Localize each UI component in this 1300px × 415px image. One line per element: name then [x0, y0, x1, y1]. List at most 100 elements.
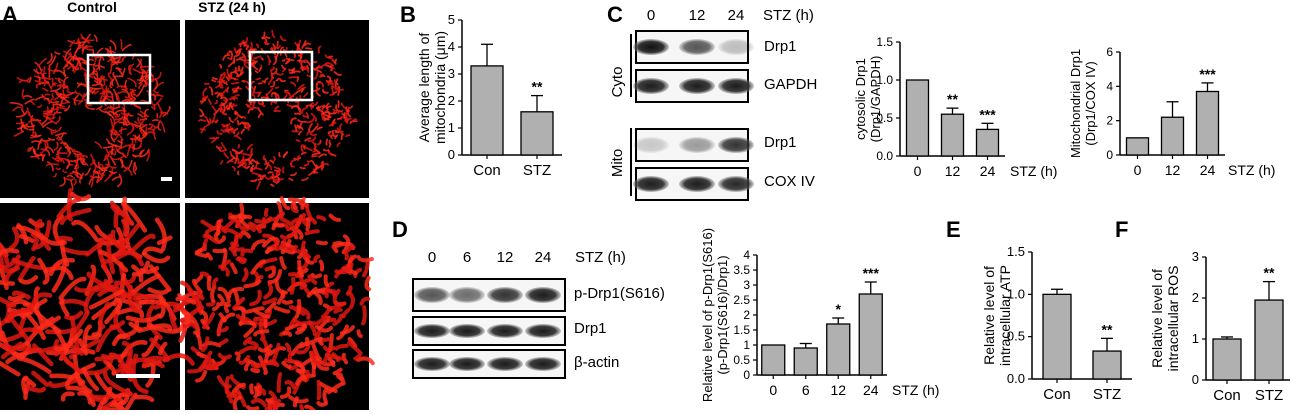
- mitochondrion: [215, 93, 218, 94]
- bar: [1213, 339, 1241, 380]
- scale-bar-zoom: [116, 374, 160, 378]
- x-tick-label: 12: [945, 163, 961, 179]
- y-tick-label: 3: [1192, 249, 1199, 264]
- blot-band: [718, 176, 754, 192]
- y-tick-label: 1: [743, 338, 750, 352]
- blots-d: D 0 6 12 24 STZ (h) p-Drp1(S616) Drp1 β-…: [392, 217, 665, 378]
- mitochondrion: [301, 406, 302, 410]
- blot-band: [679, 78, 715, 94]
- mitochondrion: [284, 302, 291, 303]
- mitochondrion: [306, 48, 311, 49]
- mitochondrion: [255, 388, 256, 397]
- significance-marker: ***: [1199, 66, 1216, 82]
- mitochondrion: [318, 242, 326, 243]
- panel-letter-c: C: [607, 2, 623, 27]
- mitochondrion: [300, 168, 305, 169]
- mitochondrion: [315, 172, 318, 173]
- mitochondrion: [238, 121, 239, 125]
- bar: [827, 324, 850, 375]
- mitochondrion: [41, 140, 50, 141]
- y-tick-label: 1: [448, 120, 455, 135]
- y-tick-label: 4: [743, 248, 750, 262]
- mitochondrion: [284, 333, 290, 335]
- mitochondrion: [153, 120, 158, 121]
- lane-label: 12: [689, 7, 706, 24]
- blot-band: [718, 78, 754, 94]
- mitochondrion: [238, 171, 239, 174]
- mitochondrion: [283, 168, 284, 173]
- y-tick-label: 3: [448, 66, 455, 81]
- mitochondrion: [123, 221, 125, 233]
- mitochondrion: [267, 400, 272, 402]
- mitochondrion: [209, 353, 211, 362]
- x-axis-unit-label: STZ (h): [892, 382, 939, 398]
- mitochondrion: [294, 202, 296, 208]
- mitochondrion: [269, 172, 272, 173]
- mitochondrion: [274, 157, 275, 161]
- mitochondrion: [329, 56, 333, 57]
- y-tick-label: 0.5: [733, 353, 750, 367]
- mitochondrion: [35, 132, 36, 136]
- blot-band: [525, 287, 561, 303]
- micrograph-label-control: Control: [67, 0, 117, 15]
- bar: [942, 114, 964, 156]
- mitochondrion: [86, 105, 92, 106]
- mitochondrion: [214, 251, 224, 252]
- blot-band: [633, 39, 669, 55]
- y-tick-label: 1: [1192, 331, 1199, 346]
- lane-label: 0: [647, 7, 655, 24]
- blot-band: [449, 287, 485, 303]
- mitochondrion: [326, 140, 327, 145]
- blot-strip-cox-iv: [633, 168, 754, 200]
- mitochondrion: [313, 275, 321, 277]
- mitochondrion: [226, 306, 228, 311]
- x-tick-label: Con: [473, 162, 501, 179]
- mitochondrion: [279, 153, 280, 157]
- blot-band: [718, 137, 754, 153]
- mitochondrion: [336, 89, 343, 90]
- mitochondrion: [226, 82, 227, 85]
- y-axis-label: Relative level of: [1149, 269, 1165, 368]
- mitochondrion: [269, 61, 270, 64]
- lane-label: 12: [497, 249, 514, 266]
- mitochondrion: [274, 225, 282, 226]
- y-tick-label: 5: [448, 12, 455, 27]
- x-tick-label: 24: [980, 163, 996, 179]
- mitochondrion: [307, 231, 318, 233]
- y-axis-label: intracellular ATP: [997, 265, 1013, 366]
- y-tick-label: 0.0: [876, 149, 893, 163]
- mitochondrion: [237, 353, 239, 359]
- treatment-label: STZ (h): [575, 249, 626, 266]
- mitochondrion: [130, 90, 135, 91]
- mitochondrion: [44, 67, 45, 71]
- mitochondrion: [331, 135, 337, 136]
- mitochondrion: [244, 43, 245, 46]
- mitochondrion: [321, 262, 322, 270]
- y-tick-label: 3.5: [733, 263, 750, 277]
- blot-row-label: β-actin: [574, 354, 619, 371]
- mitochondrion: [330, 94, 334, 95]
- mitochondrion: [230, 216, 245, 218]
- bar: [977, 129, 999, 156]
- blot-strip-beta-actin: [413, 350, 565, 378]
- mitochondrion: [329, 132, 331, 133]
- mitochondrion: [317, 85, 318, 89]
- mitochondrion: [230, 152, 231, 154]
- mitochondrion: [227, 88, 228, 92]
- y-tick-label: 2.5: [733, 293, 750, 307]
- mitochondrion: [255, 319, 256, 324]
- mitochondrion: [199, 254, 206, 256]
- y-tick-label: 0: [448, 147, 455, 162]
- mitochondrion: [237, 249, 243, 250]
- x-tick-label: STZ: [1255, 387, 1283, 404]
- mitochondrion: [335, 60, 336, 63]
- mitochondrion: [273, 67, 274, 69]
- mitochondrion: [262, 38, 265, 39]
- mitochondrion: [289, 77, 296, 78]
- blot-row-label: Drp1: [574, 320, 607, 337]
- x-tick-label: 0: [914, 163, 922, 179]
- mitochondrion: [212, 287, 214, 300]
- mitochondrion: [307, 220, 308, 229]
